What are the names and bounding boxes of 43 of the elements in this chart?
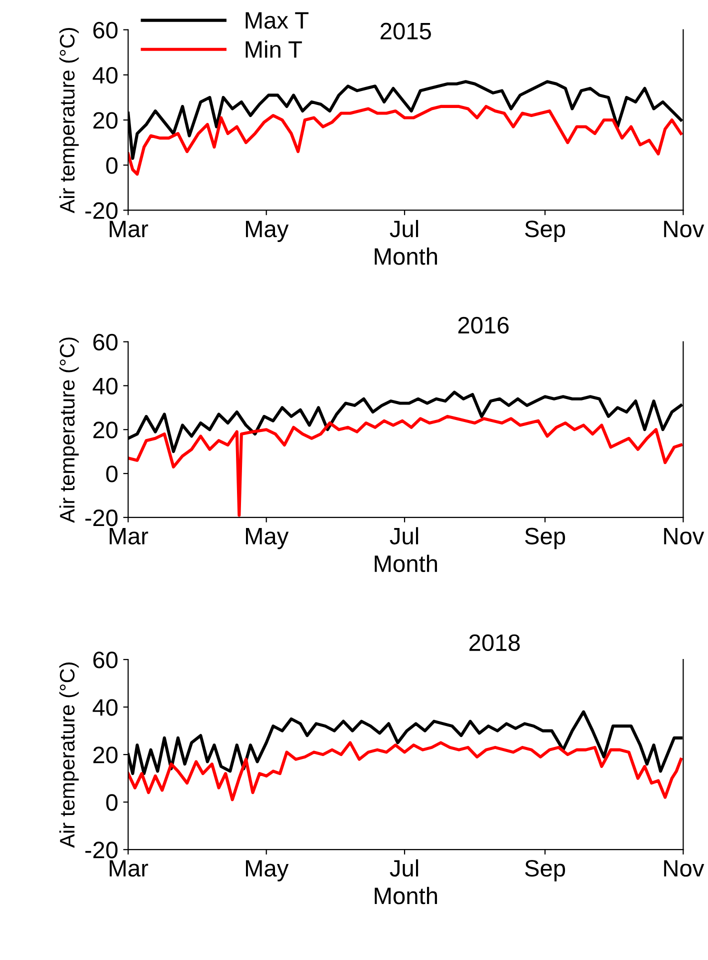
x-tick-label: May: [246, 860, 289, 882]
annotation: 2015: [380, 22, 431, 40]
y-tick-label: -20: [85, 842, 118, 858]
x-axis-title: Month: [374, 886, 437, 904]
x-tick-label: Jul: [390, 220, 418, 238]
y-tick-label: 40: [92, 66, 118, 84]
x-tick-label: Nov: [664, 220, 704, 238]
y-tick-label: 60: [93, 652, 118, 668]
y-tick-label: 0: [106, 157, 118, 174]
line-series: [128, 104, 682, 176]
legend-label: Max T: [246, 12, 308, 29]
x-axis-title: Month: [374, 554, 437, 572]
x-axis-title: Month: [374, 248, 437, 265]
x-tick-label: Sep: [525, 860, 566, 882]
y-tick-label: 20: [93, 746, 118, 764]
x-tick-label: Nov: [664, 528, 704, 545]
x-tick-label: Mar: [110, 528, 148, 545]
text: 2016: [458, 316, 509, 334]
y-tick-label: 0: [106, 794, 118, 811]
y-axis-title: Air temperature (°C): [59, 338, 79, 523]
y-axis-title: Air temperature (°C): [59, 28, 79, 214]
y-tick-label: 40: [92, 378, 118, 394]
x-tick-label: Sep: [525, 220, 566, 242]
x-tick-label: May: [246, 220, 289, 242]
y-tick-label: -20: [85, 202, 118, 220]
x-tick-label: Sep: [525, 528, 566, 550]
y-axis-title: Air temperature (°C): [59, 662, 79, 848]
x-tick-label: Jul: [390, 527, 418, 545]
y-tick-label: 20: [93, 112, 118, 129]
text: 2018: [469, 634, 520, 652]
y-tick-label: 0: [106, 466, 118, 482]
legend-label: Min T: [246, 40, 302, 58]
line-series: [128, 741, 682, 802]
y-tick-label: -20: [85, 510, 118, 526]
y-tick-label: 20: [93, 422, 118, 438]
y-tick-label: 60: [93, 334, 118, 351]
y-tick-label: 60: [93, 22, 118, 39]
x-tick-label: Mar: [110, 220, 148, 238]
x-tick-label: May: [246, 528, 289, 550]
x-tick-label: Nov: [664, 860, 704, 877]
x-tick-label: Mar: [110, 860, 148, 877]
x-tick-label: Jul: [390, 859, 418, 877]
y-tick-label: 40: [92, 699, 118, 716]
